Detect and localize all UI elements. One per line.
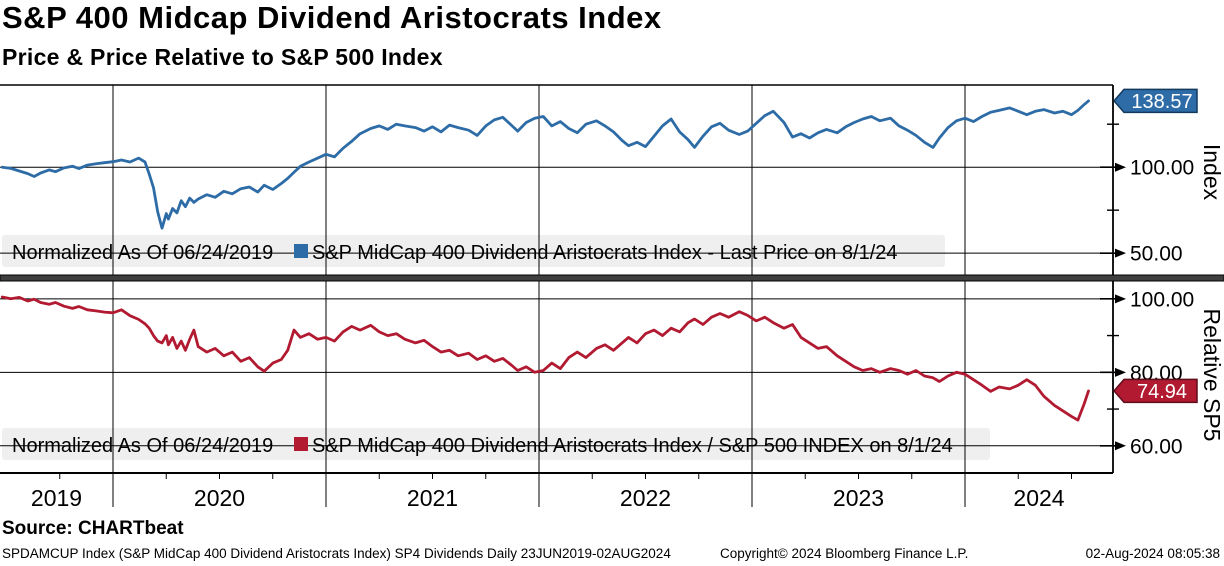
footer-copyright: Copyright© 2024 Bloomberg Finance L.P. bbox=[720, 546, 969, 561]
year-label: 2024 bbox=[1013, 485, 1064, 511]
year-label: 2022 bbox=[620, 485, 671, 511]
year-label: 2019 bbox=[31, 485, 82, 511]
tick-arrow-icon bbox=[1115, 294, 1126, 304]
series-line bbox=[0, 295, 1090, 422]
bottom-axis-title: Relative SP5 bbox=[1199, 309, 1224, 442]
top-legend: Normalized As Of 06/24/2019 S&P MidCap 4… bbox=[12, 242, 898, 264]
bottom-last-value-flag-shape bbox=[1113, 378, 1198, 404]
year-label: 2023 bbox=[833, 485, 884, 511]
y-tick-label: 60.00 bbox=[1130, 435, 1183, 458]
bottom-legend-background bbox=[2, 428, 990, 460]
y-tick-label: 100.00 bbox=[1130, 157, 1194, 180]
top-last-value-text: 138.57 bbox=[1131, 91, 1192, 113]
year-label: 2021 bbox=[407, 485, 458, 511]
axis-ticks bbox=[59, 123, 1126, 507]
page-subtitle: Price & Price Relative to S&P 500 Index bbox=[2, 44, 443, 70]
top-legend-prefix: Normalized As Of 06/24/2019 bbox=[12, 242, 273, 264]
top-legend-series-label: S&P MidCap 400 Dividend Aristocrats Inde… bbox=[312, 242, 898, 264]
top-legend-swatch-icon bbox=[294, 244, 308, 258]
top-legend-background bbox=[2, 235, 945, 267]
tick-arrow-icon bbox=[1115, 248, 1126, 258]
year-labels: 2019 2020 2021 2022 2023 2024 bbox=[31, 485, 1065, 511]
bottom-legend-series-label: S&P MidCap 400 Dividend Aristocrats Inde… bbox=[312, 435, 953, 457]
footer-security-info: SPDAMCUP Index (S&P MidCap 400 Dividend … bbox=[2, 546, 671, 561]
top-last-value-flag: 138.57 bbox=[1113, 88, 1198, 114]
source-label: Source: CHARTbeat bbox=[2, 518, 184, 539]
bottom-last-value-text: 74.94 bbox=[1137, 381, 1187, 403]
y-tick-label: 100.00 bbox=[1130, 288, 1194, 311]
series-line bbox=[0, 99, 1090, 230]
tick-arrow-icon bbox=[1115, 162, 1126, 172]
series-lines bbox=[0, 99, 1090, 422]
page-title: S&P 400 Midcap Dividend Aristocrats Inde… bbox=[2, 0, 662, 35]
footer-timestamp: 02-Aug-2024 08:05:38 bbox=[1085, 546, 1220, 561]
top-last-value-flag-shape bbox=[1113, 88, 1198, 114]
bottom-legend: Normalized As Of 06/24/2019 S&P MidCap 4… bbox=[12, 435, 953, 457]
top-axis-title: Index bbox=[1199, 144, 1224, 201]
y-tick-label: 50.00 bbox=[1130, 243, 1183, 266]
bottom-legend-prefix: Normalized As Of 06/24/2019 bbox=[12, 435, 273, 457]
bottom-last-value-flag: 74.94 bbox=[1113, 378, 1198, 404]
year-label: 2020 bbox=[194, 485, 245, 511]
bottom-legend-swatch-icon bbox=[294, 437, 308, 451]
tick-arrow-icon bbox=[1115, 441, 1126, 451]
tick-arrow-icon bbox=[1115, 367, 1126, 377]
panel-divider bbox=[0, 274, 1224, 282]
